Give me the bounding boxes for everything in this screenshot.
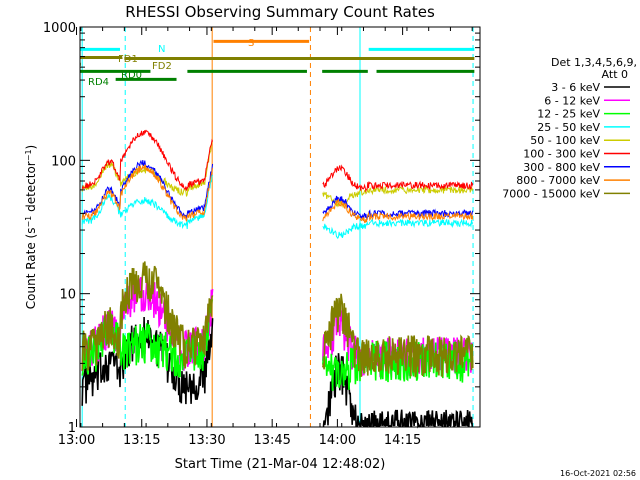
series-line-3-6-kev <box>81 316 473 429</box>
series-line-7000-15000-kev <box>81 261 474 378</box>
legend-label-3-6-kev: 3 - 6 keV <box>551 81 600 94</box>
legend-label-6-12-kev: 6 - 12 keV <box>544 94 600 107</box>
flag-label-s: S <box>248 38 254 49</box>
data-layer <box>81 27 474 429</box>
series-line-800-7000-kev <box>81 164 474 223</box>
x-tick-label: 13:00 <box>58 433 95 448</box>
legend-label-7000-15000-kev: 7000 - 15000 keV <box>502 187 600 200</box>
x-tick-label: 13:15 <box>123 433 160 448</box>
legend-label-100-300-kev: 100 - 300 keV <box>523 148 600 161</box>
legend-label-12-25-kev: 12 - 25 keV <box>537 108 600 121</box>
flag-label-fd2: FD2 <box>152 61 172 72</box>
y-tick-label: 1 <box>68 421 76 436</box>
chart-title: RHESSI Observing Summary Count Rates <box>125 3 435 21</box>
legend-label-25-50-kev: 25 - 50 keV <box>537 121 600 134</box>
flag-label-rd0: RD0 <box>121 70 142 81</box>
x-tick-label: 14:15 <box>384 433 421 448</box>
legend-label-300-800-kev: 300 - 800 keV <box>523 161 600 174</box>
y-tick-label: 1000 <box>43 21 76 36</box>
timestamp: 16-Oct-2021 02:56 <box>560 469 636 478</box>
flag-label-fd1: FD1 <box>118 54 138 65</box>
y-tick-label: 100 <box>51 154 76 169</box>
x-tick-label: 13:30 <box>188 433 225 448</box>
series-line-25-50-kev <box>81 174 474 240</box>
y-axis-label: Count Rate (s−1 detector−1) <box>24 145 39 309</box>
axes-layer: 13:00 13:15 13:30 13:45 14:00 14:15 1 10 100 1000 <box>43 21 480 448</box>
flag-label-rd4: RD4 <box>88 77 109 88</box>
plot-frame <box>79 26 481 428</box>
x-tick-label: 14:00 <box>319 433 356 448</box>
legend-label-800-7000-kev: 800 - 7000 keV <box>516 174 600 187</box>
flag-label-n: N <box>158 44 165 55</box>
series-line-100-300-kev <box>81 129 474 193</box>
legend-header-line2: Att 0 <box>602 68 628 81</box>
legend-label-50-100-kev: 50 - 100 keV <box>530 134 600 147</box>
flag-layer: N S FD1 FD2 RD0 RD4 <box>80 38 475 88</box>
x-tick-label: 13:45 <box>253 433 290 448</box>
x-axis-label: Start Time (21-Mar-04 12:48:02) <box>175 457 386 472</box>
y-tick-label: 10 <box>59 288 76 303</box>
legend-header-line1: Det 1,3,4,5,6,9, <box>551 56 637 69</box>
